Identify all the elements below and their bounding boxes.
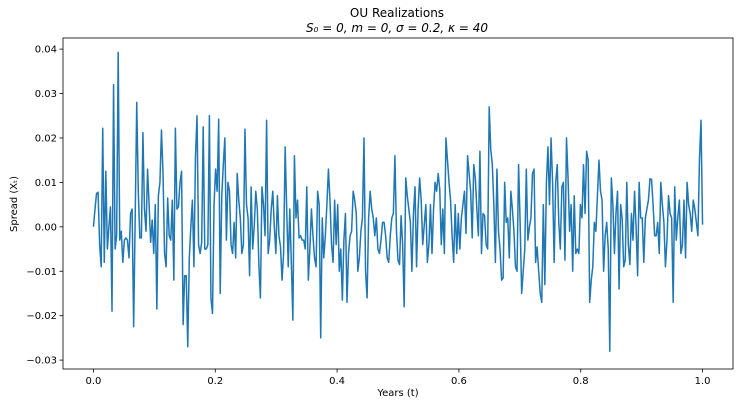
x-axis-label: Years (t) — [376, 388, 418, 399]
x-tick-label: 0.8 — [573, 376, 589, 387]
plot-frame — [62, 37, 734, 370]
y-tick-label: −0.03 — [26, 356, 57, 367]
y-axis-label: Spread (Xₜ) — [9, 176, 20, 232]
x-tick-label: 0.6 — [451, 376, 467, 387]
y-axis-ticks: −0.03 −0.02 −0.01 0.00 0.01 0.02 0.03 0.04 — [26, 45, 63, 367]
series-layer — [92, 51, 704, 352]
plot-area — [62, 37, 734, 370]
x-tick-label: 0.2 — [207, 376, 223, 387]
series-line — [92, 51, 704, 352]
y-tick-label: 0.00 — [35, 222, 57, 233]
y-tick-label: −0.01 — [26, 267, 57, 278]
y-tick-label: 0.01 — [35, 178, 57, 189]
y-tick-label: 0.02 — [35, 133, 57, 144]
x-tick-label: 0.0 — [86, 376, 102, 387]
y-tick-label: −0.02 — [26, 311, 57, 322]
chart-title: OU Realizations — [350, 6, 444, 20]
x-axis-ticks: 0.0 0.2 0.4 0.6 0.8 1.0 — [86, 369, 711, 387]
chart-subtitle: S₀ = 0, m = 0, σ = 0.2, κ = 40 — [306, 21, 488, 35]
x-tick-label: 1.0 — [695, 376, 711, 387]
x-tick-label: 0.4 — [329, 376, 345, 387]
y-tick-label: 0.03 — [35, 89, 57, 100]
y-tick-label: 0.04 — [35, 45, 57, 56]
